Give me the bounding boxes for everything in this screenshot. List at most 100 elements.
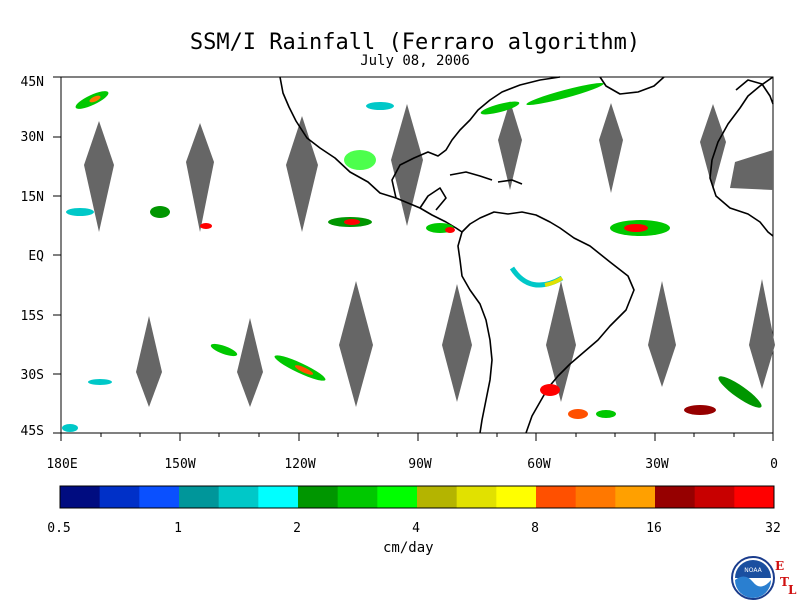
- lat-label-30n: 30N: [20, 130, 44, 145]
- africa-west-coast: [709, 76, 774, 237]
- swath-gap: [648, 281, 676, 387]
- colorbar-swatch: [139, 486, 180, 508]
- yucatan-coast: [419, 187, 447, 211]
- lat-label-15n: 15N: [20, 190, 44, 205]
- colorbar-swatch: [536, 486, 577, 508]
- colorbar-swatch: [258, 486, 299, 508]
- swath-gap: [749, 279, 775, 389]
- iberia-coast: [735, 79, 774, 105]
- lat-label-45s: 45S: [20, 424, 44, 439]
- rain-patch: [150, 206, 170, 218]
- lat-label-15s: 15S: [20, 309, 44, 324]
- axis-ticks: [53, 76, 774, 441]
- swath-gap: [286, 116, 318, 232]
- colorbar-label: 1: [174, 521, 182, 536]
- rain-patch: [366, 102, 394, 110]
- colorbar-label: 4: [412, 521, 420, 536]
- colorbar-swatch: [377, 486, 418, 508]
- swath-gap: [442, 284, 472, 402]
- rainfall-patches: [62, 82, 762, 432]
- north-america-coast: [279, 76, 463, 233]
- lon-label-30w: 30W: [645, 457, 669, 472]
- rain-patch: [480, 101, 520, 115]
- noaa-logo: NOAA: [731, 556, 775, 600]
- swath-gap: [599, 103, 623, 193]
- map-date: July 08, 2006: [360, 53, 470, 69]
- colorbar-swatch: [99, 486, 140, 508]
- lat-label-eq: EQ: [28, 249, 44, 264]
- rain-patch: [445, 227, 455, 233]
- coastlines: [279, 76, 774, 434]
- rain-patch: [718, 376, 762, 408]
- swath-gap: [237, 318, 263, 407]
- colorbar-swatch: [496, 486, 537, 508]
- colorbar-swatch: [575, 486, 616, 508]
- colorbar-swatch: [179, 486, 220, 508]
- lat-label-45n: 45N: [20, 75, 44, 90]
- colorbar-swatch: [337, 486, 378, 508]
- colorbar-swatch: [60, 486, 101, 508]
- rain-patch: [526, 82, 604, 106]
- colorbar-swatch: [694, 486, 735, 508]
- swath-gap: [339, 281, 373, 407]
- rain-patch: [200, 223, 212, 229]
- rain-patch: [344, 219, 360, 225]
- rain-patch: [88, 379, 112, 385]
- colorbar: [60, 486, 775, 508]
- map-title: SSM/I Rainfall (Ferraro algorithm): [189, 30, 641, 55]
- swath-gaps: [84, 101, 775, 407]
- etl-letter-t: T: [780, 575, 789, 589]
- colorbar-unit: cm/day: [383, 540, 434, 556]
- lon-label-180e: 180E: [46, 457, 78, 472]
- colorbar-swatch: [298, 486, 339, 508]
- colorbar-frame: [59, 485, 775, 509]
- logo-text: NOAA: [744, 567, 762, 574]
- rain-patch: [596, 410, 616, 418]
- lon-label-0: 0: [770, 457, 778, 472]
- etl-letter-e: E: [775, 559, 785, 573]
- colorbar-swatch: [218, 486, 259, 508]
- south-america-west-coast: [457, 231, 493, 434]
- colorbar-label: 2: [293, 521, 301, 536]
- south-america-coast: [461, 211, 635, 434]
- rain-patch: [62, 424, 78, 432]
- rain-patch: [684, 405, 716, 415]
- lon-label-150w: 150W: [164, 457, 196, 472]
- colorbar-label: 0.5: [47, 521, 71, 536]
- colorbar-swatch: [417, 486, 458, 508]
- rain-patch: [89, 95, 101, 103]
- swath-gap: [186, 123, 214, 232]
- colorbar-swatch: [655, 486, 696, 508]
- swath-gap: [391, 104, 423, 226]
- colorbar-label: 16: [646, 521, 662, 536]
- colorbar-swatch: [456, 486, 497, 508]
- colorbar-label: 32: [765, 521, 781, 536]
- lon-label-60w: 60W: [527, 457, 551, 472]
- map-frame: [60, 76, 774, 434]
- rain-arc-amazon-core: [544, 276, 564, 287]
- lon-label-120w: 120W: [284, 457, 316, 472]
- rain-patch: [568, 409, 588, 419]
- rain-patch: [624, 224, 648, 232]
- colorbar-swatch: [734, 486, 775, 508]
- lat-label-30s: 30S: [20, 368, 44, 383]
- lon-label-90w: 90W: [408, 457, 432, 472]
- greenland-canada-coast: [599, 76, 665, 95]
- swath-gap: [498, 101, 522, 190]
- rain-patch: [294, 365, 314, 375]
- cuba: [449, 171, 493, 181]
- hispaniola: [497, 179, 523, 185]
- rain-patch: [210, 343, 238, 357]
- swath-gap: [730, 150, 773, 190]
- rain-patch: [66, 208, 94, 216]
- etl-letter-l: L: [788, 583, 797, 597]
- swath-gap: [84, 121, 114, 232]
- colorbar-swatch: [615, 486, 656, 508]
- swath-gap: [546, 281, 576, 402]
- swath-gap: [136, 316, 162, 407]
- colorbar-label: 8: [531, 521, 539, 536]
- gulf-florida-coast: [391, 76, 561, 199]
- swath-gap: [700, 104, 726, 190]
- rain-patch: [540, 384, 560, 396]
